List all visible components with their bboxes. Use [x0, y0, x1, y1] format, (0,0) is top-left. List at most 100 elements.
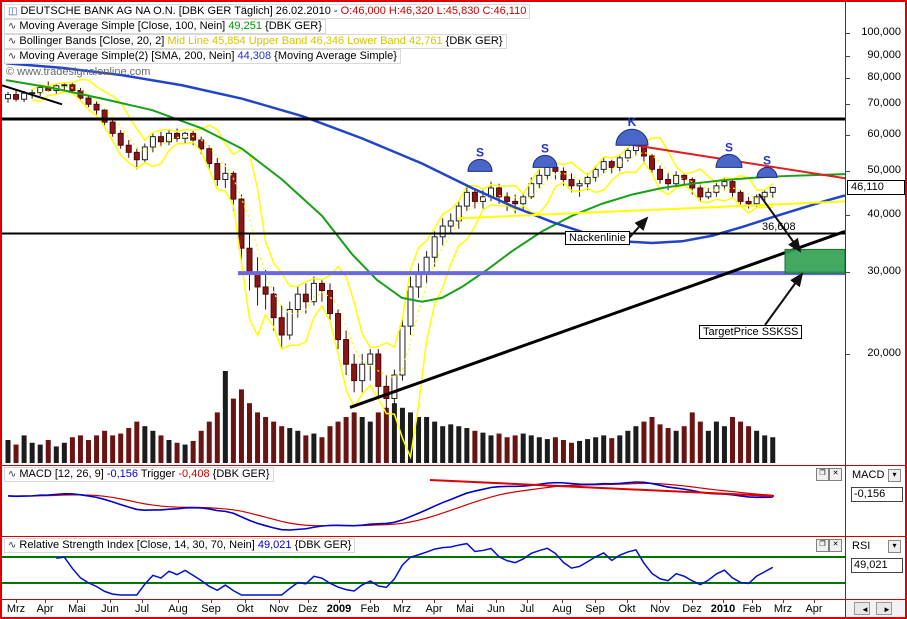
sks-marker — [615, 128, 649, 146]
legend-text: 44,308 — [237, 50, 272, 62]
scroll-left-button[interactable]: ◄ — [854, 602, 870, 615]
time-axis-label: Okt — [236, 603, 254, 615]
legend-text: O:46,000 H:46,320 L:45,830 C:46,110 — [340, 5, 527, 17]
annotations-layer: S S K S S — [2, 84, 845, 409]
rsi-legend[interactable]: ∿ Relative Strength Index [Close, 14, 30,… — [4, 538, 356, 553]
rsi-dropdown-button[interactable]: ▾ — [888, 540, 901, 553]
sks-marker-label: S — [763, 153, 771, 167]
target-zone-box — [784, 248, 845, 274]
price-axis-label: 60,000 — [867, 128, 901, 140]
macd-chart-canvas[interactable] — [2, 466, 845, 536]
ma100-line — [5, 79, 845, 303]
annotation-label: 36,608 — [762, 221, 796, 233]
rsi-value-box: 49,021 — [851, 558, 903, 573]
time-axis-label: Jul — [134, 603, 150, 615]
sks-marker — [467, 158, 493, 172]
axis-tick — [496, 600, 497, 603]
time-axis-label: Jun — [487, 603, 505, 615]
axis-tick — [595, 600, 596, 603]
panel-separator — [2, 536, 905, 537]
time-axis-label: Jun — [101, 603, 119, 615]
sks-marker-label: S — [476, 145, 484, 159]
axis-tick — [846, 171, 850, 172]
time-axis-label: Sep — [585, 603, 605, 615]
time-axis-label: Okt — [618, 603, 636, 615]
copyright-text: © www.tradesignalonline.com — [6, 66, 151, 78]
scroll-right-button[interactable]: ► — [876, 602, 892, 615]
macd-side-panel: MACD ▾ -0,156 — [846, 466, 905, 536]
legend-row[interactable]: ∿ Bollinger Bands [Close, 20, 2] Mid Line… — [4, 34, 507, 49]
legend-row[interactable]: ∿ Relative Strength Index [Close, 14, 30,… — [4, 538, 356, 553]
indicator-icon: ∿ — [8, 51, 17, 62]
candles-layer — [5, 81, 776, 415]
legend-text: 49,021 — [257, 539, 292, 551]
time-axis[interactable]: Mrz Apr Mai Jun Jul Aug Sep Okt Nov Dez 2009 Feb Mrz… — [2, 600, 845, 617]
macd-value-box: -0,156 — [851, 487, 903, 502]
legend-text: {DBK GER} — [209, 468, 270, 480]
axis-tick — [846, 354, 850, 355]
sks-marker — [532, 154, 558, 168]
axis-tick — [142, 600, 143, 603]
macd-close-button[interactable]: ✕ — [829, 468, 842, 481]
legend-text: {Moving Average Simple} — [271, 50, 397, 62]
axis-tick — [110, 600, 111, 603]
rsi-maximize-button[interactable]: ❐ — [816, 539, 829, 552]
time-axis-label: Aug — [168, 603, 188, 615]
axis-tick — [846, 135, 850, 136]
rsi-close-button[interactable]: ✕ — [829, 539, 842, 552]
macd-dropdown-button[interactable]: ▾ — [888, 469, 901, 482]
axis-tick — [814, 600, 815, 603]
legend-text: -0,156 — [106, 468, 139, 480]
axis-tick — [370, 600, 371, 603]
legend-text: 49,251 — [228, 20, 262, 32]
axis-tick — [627, 600, 628, 603]
axis-tick — [562, 600, 563, 603]
time-axis-label: Sep — [201, 603, 221, 615]
rsi-chart-canvas[interactable] — [2, 537, 845, 599]
time-axis-label: Apr — [36, 603, 54, 615]
time-axis-label: Mrz — [392, 603, 412, 615]
axis-tick — [16, 600, 17, 603]
legend-text: Lower Band 42,761 — [347, 35, 443, 47]
sks-marker-label: S — [725, 140, 733, 154]
time-axis-corner: ◄ ► — [846, 600, 905, 617]
price-axis[interactable]: 46,110 100,000 90,000 80,000 70,000 60,000 50… — [846, 2, 905, 465]
price-axis-label: 20,000 — [867, 347, 901, 359]
bollinger-bands — [31, 78, 774, 460]
price-chart-canvas[interactable]: S S K S S — [2, 2, 845, 465]
time-axis-label: Nov — [650, 603, 670, 615]
sks-marker — [715, 153, 743, 168]
legend-row[interactable]: ∿ Moving Average Simple [Close, 100, Nein… — [4, 19, 326, 34]
sks-marker-label: K — [628, 115, 637, 129]
panel-separator — [2, 465, 905, 466]
time-axis-label: 2009 — [326, 603, 352, 615]
legend-row[interactable]: ◫ DEUTSCHE BANK AG NA O.N. [DBK GER Tägli… — [4, 4, 531, 19]
legend-row[interactable]: ∿ Moving Average Simple(2) [SMA, 200, Nei… — [4, 49, 401, 64]
axis-tick — [77, 600, 78, 603]
macd-maximize-button[interactable]: ❐ — [816, 468, 829, 481]
indicator-icon: ∿ — [8, 540, 17, 551]
legend-text: {DBK GER} — [261, 20, 322, 32]
legend-text: Mid Line 45,854 — [167, 35, 249, 47]
time-axis-label: Mai — [456, 603, 474, 615]
axis-tick — [434, 600, 435, 603]
time-axis-label: Jul — [519, 603, 535, 615]
legend-text: Upper Band 46,346 — [248, 35, 348, 47]
macd-legend[interactable]: ∿ MACD [12, 26, 9] -0,156 Trigger -0,408 … — [4, 467, 274, 482]
ma200-line — [5, 61, 845, 245]
axis-tick — [45, 600, 46, 603]
time-axis-label: Nov — [269, 603, 289, 615]
sks-marker — [756, 166, 778, 178]
axis-tick — [846, 56, 850, 57]
legend-row[interactable]: ∿ MACD [12, 26, 9] -0,156 Trigger -0,408 … — [4, 467, 274, 482]
time-axis-label: Feb — [742, 603, 762, 615]
axis-tick — [752, 600, 753, 603]
time-axis-label: Mrz — [773, 603, 793, 615]
rsi-side-panel: RSI ▾ 49,021 — [846, 537, 905, 599]
volume-layer — [5, 371, 776, 463]
legend-text: Trigger — [138, 468, 179, 480]
chart-legend: ◫ DEUTSCHE BANK AG NA O.N. [DBK GER Tägli… — [4, 4, 531, 78]
legend-text: Bollinger Bands [Close, 20, 2] — [19, 35, 168, 47]
indicator-icon: ∿ — [8, 36, 17, 47]
time-axis-label: Mrz — [6, 603, 26, 615]
